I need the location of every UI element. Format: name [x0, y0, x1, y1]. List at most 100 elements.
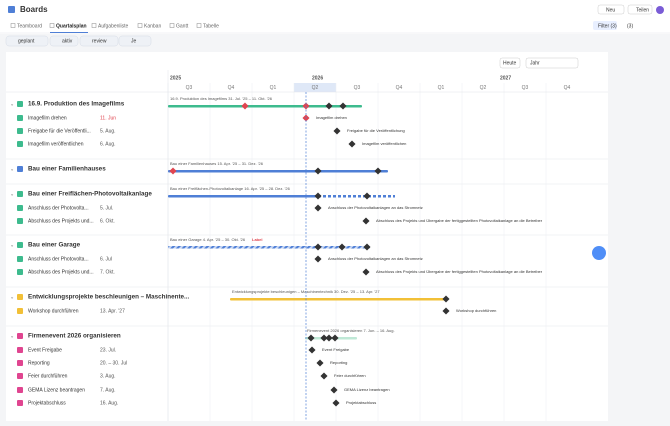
item-label: Abschluss des Projekts und Übergabe der … — [376, 269, 543, 274]
group-title[interactable]: Bau einer Garage — [28, 242, 81, 249]
group-bar[interactable] — [168, 170, 388, 173]
today-button[interactable] — [499, 57, 521, 69]
tab[interactable]: Kanban — [144, 23, 161, 29]
filter-label: geplant — [18, 38, 35, 44]
milestone[interactable] — [330, 386, 338, 394]
item-icon — [17, 205, 23, 211]
zoom-select[interactable] — [525, 57, 579, 69]
item-name[interactable]: Freigabe für die Veröffentli... — [28, 128, 91, 134]
tab[interactable]: Quartalsplan — [56, 23, 87, 29]
tab[interactable]: Teamboard — [17, 23, 42, 29]
milestone[interactable] — [314, 255, 322, 263]
milestone[interactable] — [307, 334, 315, 342]
quarter-label: Q3 — [186, 85, 193, 91]
expand-icon: ⌄ — [10, 294, 14, 300]
milestone[interactable] — [241, 102, 249, 110]
item-name[interactable]: Anschluss der Photovolta... — [28, 256, 89, 262]
item-date: 13. Apr. '27 — [100, 308, 125, 314]
milestone[interactable] — [363, 243, 371, 251]
share-button[interactable] — [627, 4, 653, 15]
scroll-button[interactable] — [592, 246, 606, 260]
milestone[interactable] — [320, 334, 328, 342]
milestone[interactable] — [314, 243, 322, 251]
item-name[interactable]: GEMA Lizenz beantragen — [28, 387, 85, 393]
share-label: Teilen — [636, 7, 649, 13]
tab[interactable]: Gantt — [176, 23, 189, 29]
milestone[interactable] — [339, 102, 347, 110]
tab-icon — [196, 23, 202, 28]
item-name[interactable]: Reporting — [28, 360, 50, 366]
milestone[interactable] — [308, 346, 316, 354]
group-title[interactable]: Firmenevent 2026 organisieren — [28, 333, 121, 340]
new-label: Neu — [606, 7, 615, 13]
item-date: 6. Aug. — [100, 141, 116, 147]
milestone[interactable] — [348, 140, 356, 148]
milestone[interactable] — [314, 167, 322, 175]
milestone[interactable] — [333, 127, 341, 135]
page-title: Boards — [20, 5, 48, 14]
item-date: 7. Aug. — [100, 387, 116, 393]
tab[interactable]: Tabelle — [203, 23, 219, 29]
item-name[interactable]: Event Freigabe — [28, 347, 62, 353]
item-icon — [17, 308, 23, 314]
milestone[interactable] — [314, 204, 322, 212]
milestone[interactable] — [169, 167, 177, 175]
milestone[interactable] — [332, 399, 340, 407]
item-name[interactable]: Imagefilm drehen — [28, 115, 67, 121]
item-label: Imagefilm drehen — [316, 115, 347, 120]
item-date: 11. Jun — [100, 115, 116, 121]
group-icon — [17, 166, 23, 172]
filter-button[interactable] — [593, 21, 617, 30]
tab[interactable]: Aufgabenliste — [98, 23, 129, 29]
item-icon — [17, 269, 23, 275]
item-name[interactable]: Feier durchführen — [28, 373, 68, 379]
item-name[interactable]: Imagefilm veröffentlichen — [28, 141, 84, 147]
item-name[interactable]: Projektabschluss — [28, 400, 66, 406]
item-name[interactable]: Abschluss des Projekts und... — [28, 218, 94, 224]
tab-icon — [49, 23, 55, 28]
tab-icon — [169, 23, 175, 28]
item-date: 5. Jul. — [100, 205, 113, 211]
milestone[interactable] — [363, 192, 371, 200]
gantt-panel — [6, 52, 608, 421]
item-date: 20. – 30. Jul — [100, 360, 127, 366]
group-bar[interactable] — [168, 105, 362, 108]
item-name[interactable]: Anschluss der Photovolta... — [28, 205, 89, 211]
filter-label: Filter (3) — [598, 23, 617, 29]
milestone[interactable] — [316, 359, 324, 367]
new-button[interactable] — [597, 4, 625, 15]
item-icon — [17, 400, 23, 406]
milestone[interactable] — [314, 192, 322, 200]
item-date: 3. Aug. — [100, 373, 116, 379]
item-date: 6. Jul — [100, 256, 112, 262]
filter-chip[interactable] — [118, 35, 152, 47]
milestone[interactable] — [331, 334, 339, 342]
milestone[interactable] — [325, 334, 333, 342]
group-title[interactable]: Bau einer Familienhauses — [28, 166, 106, 173]
quarter-label: Q1 — [270, 85, 277, 91]
filter-chip[interactable] — [49, 35, 79, 47]
group-bar[interactable] — [168, 195, 318, 198]
expand-icon: ⌄ — [10, 191, 14, 197]
milestone[interactable] — [325, 102, 333, 110]
milestone[interactable] — [374, 167, 382, 175]
item-name[interactable]: Workshop durchführen — [28, 308, 79, 314]
group-bar[interactable] — [230, 298, 446, 301]
group-title[interactable]: Bau einer Freiflächen-Photovoltaikanlage — [28, 191, 152, 198]
milestone[interactable] — [362, 217, 370, 225]
milestone[interactable] — [442, 295, 450, 303]
milestone[interactable] — [362, 268, 370, 276]
bar-tag: Label — [252, 237, 262, 242]
group-title[interactable]: Entwicklungsprojekte beschleunigen – Mas… — [28, 294, 190, 301]
expand-icon: ⌄ — [10, 101, 14, 107]
filter-label: review — [92, 38, 107, 44]
group-title[interactable]: 16.9. Produktion des Imagefilms — [28, 101, 125, 108]
avatar[interactable] — [656, 6, 664, 14]
milestone[interactable] — [442, 307, 450, 315]
milestone[interactable] — [320, 372, 328, 380]
milestone[interactable] — [338, 243, 346, 251]
filter-chip[interactable] — [79, 35, 119, 47]
item-name[interactable]: Abschluss des Projekts und... — [28, 269, 94, 275]
quarter-label: Q4 — [564, 85, 571, 91]
filter-chip[interactable] — [5, 35, 49, 47]
